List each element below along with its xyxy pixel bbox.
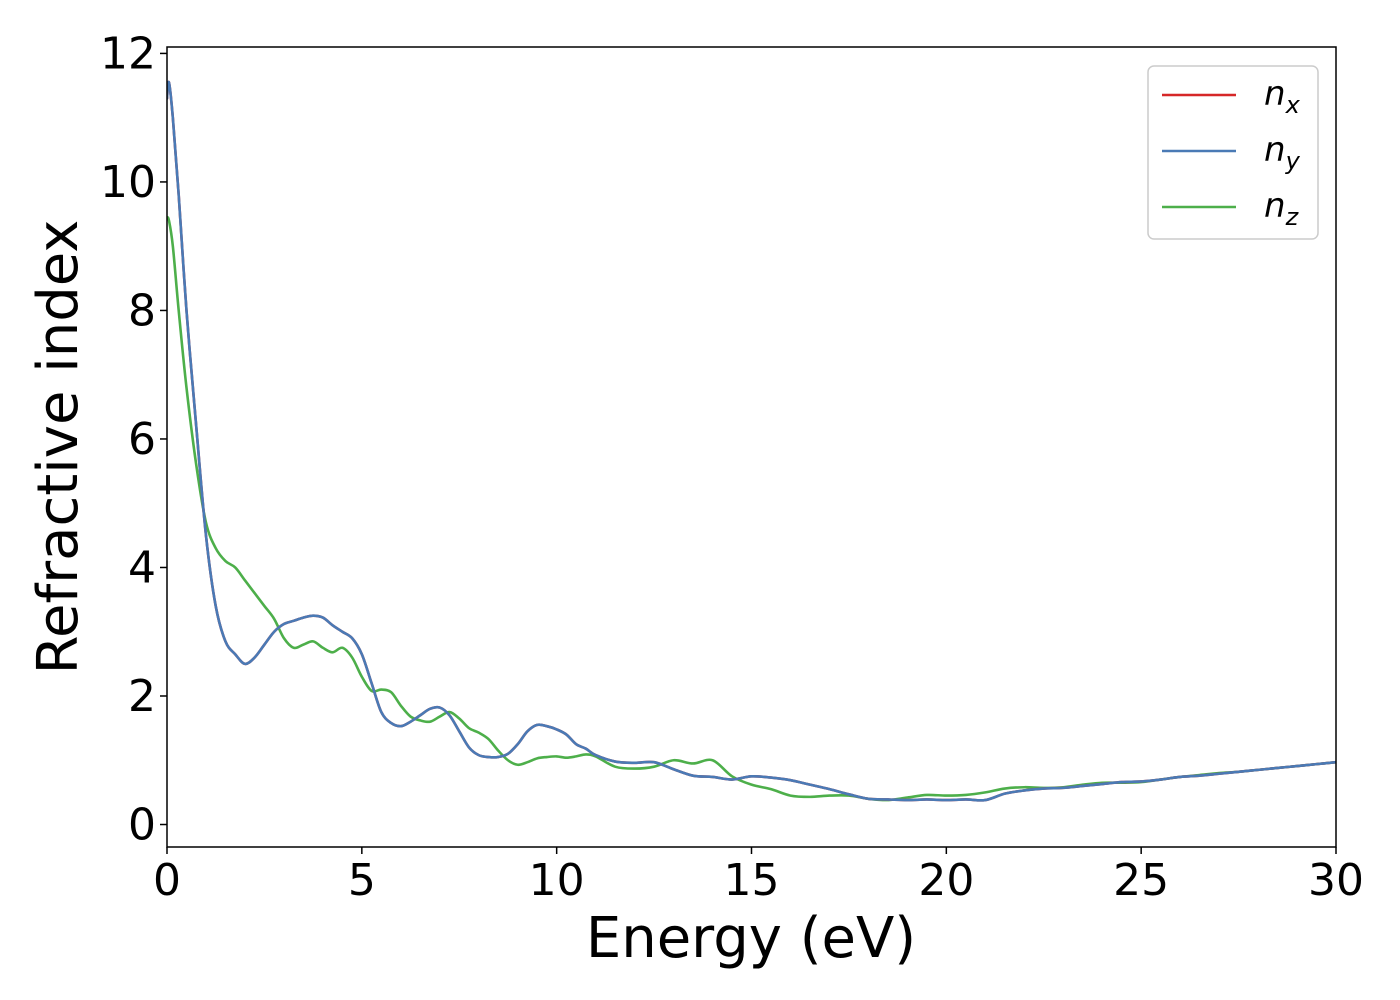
legend-label-y: ny [1264,130,1301,175]
x-tick-label: 25 [1113,855,1169,906]
x-tick-label: 20 [918,855,974,906]
y-axis-ticks: 0 2 4 6 8 10 12 [100,28,167,851]
series-layer [167,80,1336,802]
x-axis-ticks: 0 5 10 15 20 25 30 [153,847,1364,906]
y-tick-label: 4 [128,542,156,593]
legend-label-base: n [1264,130,1286,170]
legend-label-subscript: x [1285,91,1301,119]
y-tick-label: 0 [128,800,156,851]
legend-label-z: nz [1264,186,1300,231]
x-tick-label: 5 [348,855,376,906]
legend-label-base: n [1264,186,1286,226]
legend-label-subscript: z [1285,203,1300,231]
y-tick-label: 10 [100,157,156,208]
legend-label-x: nx [1264,74,1301,119]
x-tick-label: 15 [724,855,780,906]
legend-label-subscript: y [1285,147,1301,175]
x-axis-label: Energy (eV) [586,906,916,971]
legend-box [1147,65,1319,240]
x-tick-label: 10 [529,855,585,906]
y-tick-label: 12 [100,28,156,79]
y-tick-label: 2 [128,671,156,722]
plot-area [167,47,1336,847]
x-tick-label: 30 [1308,855,1364,906]
legend-label-base: n [1264,74,1286,114]
x-tick-label: 0 [153,855,181,906]
y-tick-label: 8 [128,285,156,336]
y-axis-label: Refractive index [26,220,91,675]
series-line-y [167,80,1336,802]
y-tick-label: 6 [128,414,156,465]
